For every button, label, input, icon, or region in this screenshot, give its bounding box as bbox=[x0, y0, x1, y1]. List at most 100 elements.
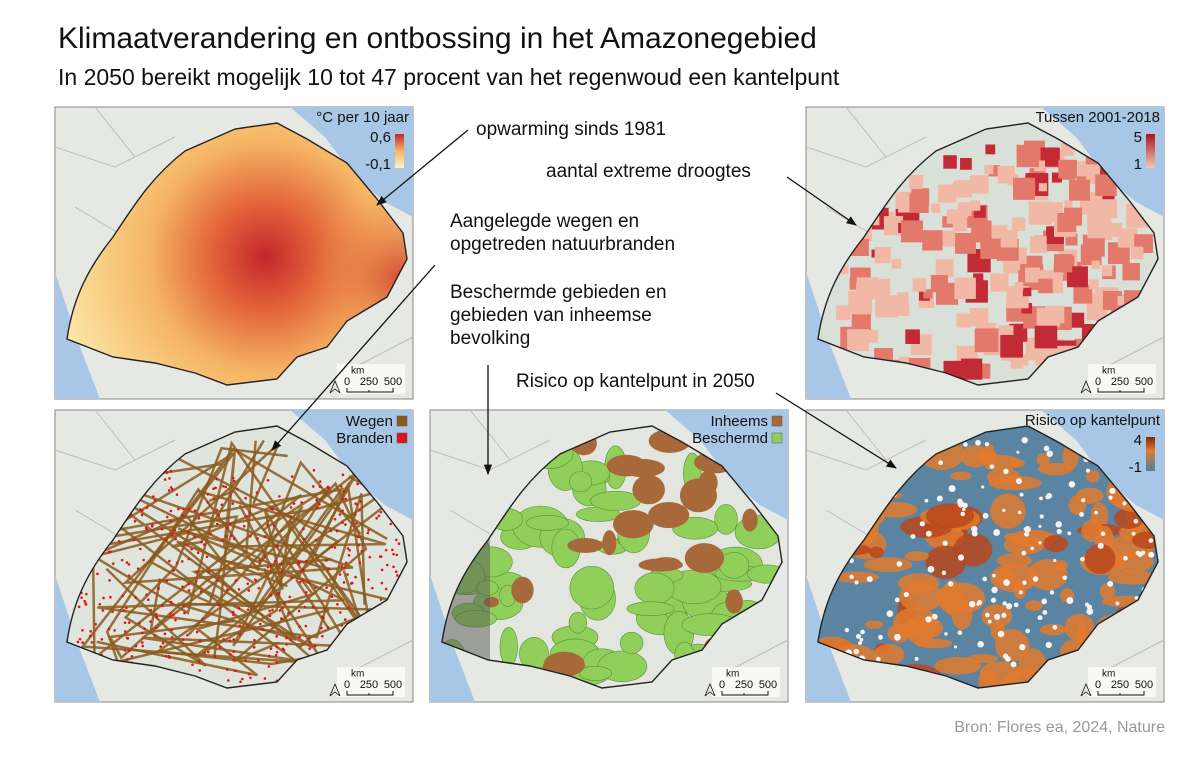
fire bbox=[284, 636, 288, 640]
fire bbox=[261, 628, 265, 631]
indigenous-area bbox=[648, 502, 690, 529]
scale-unit: km bbox=[351, 669, 364, 680]
fire bbox=[392, 565, 395, 569]
scale-line bbox=[346, 388, 394, 393]
drought-cell bbox=[970, 308, 989, 327]
no-data bbox=[1019, 643, 1026, 651]
fire bbox=[232, 638, 236, 641]
fire bbox=[338, 513, 342, 516]
map-panel: Tussen 2001-2018 5 1 km0 250 500 bbox=[805, 106, 1165, 400]
no-data bbox=[1032, 576, 1039, 582]
fire bbox=[198, 669, 202, 672]
protected-area bbox=[569, 471, 593, 493]
drought-cell bbox=[1000, 229, 1018, 248]
fire bbox=[241, 677, 244, 681]
fire bbox=[290, 576, 294, 580]
fire bbox=[177, 507, 180, 511]
fire bbox=[341, 497, 345, 500]
north-arrow bbox=[1080, 682, 1092, 697]
fire bbox=[298, 625, 301, 629]
fire bbox=[340, 624, 344, 627]
fire bbox=[275, 635, 278, 638]
fire bbox=[266, 523, 269, 527]
fire bbox=[234, 579, 238, 582]
no-data bbox=[1067, 531, 1072, 536]
scale-line bbox=[346, 691, 394, 696]
fire bbox=[120, 558, 124, 562]
no-data bbox=[1049, 590, 1055, 595]
fire bbox=[225, 588, 229, 592]
fire bbox=[85, 592, 88, 596]
fire bbox=[165, 579, 169, 583]
fire bbox=[359, 500, 363, 503]
no-data bbox=[982, 576, 988, 582]
fire bbox=[246, 608, 250, 612]
fire bbox=[353, 513, 357, 516]
risk-patch bbox=[1013, 579, 1027, 599]
scale-label: 0 bbox=[1095, 376, 1101, 388]
no-data bbox=[903, 591, 909, 598]
drought-cell bbox=[1016, 144, 1039, 168]
fire bbox=[187, 582, 191, 586]
drought-cell bbox=[1014, 281, 1024, 291]
fire bbox=[356, 482, 359, 486]
scale-unit: km bbox=[726, 669, 739, 680]
fire bbox=[280, 570, 283, 573]
fire bbox=[215, 508, 219, 512]
scale-label: 500 bbox=[1135, 376, 1153, 388]
arrow bbox=[786, 176, 857, 226]
fire bbox=[140, 509, 144, 512]
no-data bbox=[990, 597, 997, 603]
fire bbox=[298, 580, 302, 584]
no-data bbox=[1041, 598, 1048, 605]
drought-cell bbox=[954, 277, 976, 300]
fire bbox=[81, 629, 84, 632]
scale-label: 250 bbox=[360, 376, 378, 388]
fire bbox=[206, 492, 209, 496]
fire bbox=[322, 607, 326, 610]
fire bbox=[292, 502, 296, 505]
risk-patch bbox=[1043, 535, 1068, 553]
fire bbox=[248, 534, 252, 538]
fire bbox=[256, 537, 259, 540]
fire bbox=[326, 626, 330, 629]
fire bbox=[344, 497, 347, 501]
no-data bbox=[854, 580, 859, 585]
no-data bbox=[936, 495, 943, 502]
fire bbox=[338, 573, 342, 576]
no-data bbox=[1086, 468, 1090, 473]
risk-patch bbox=[1084, 543, 1116, 574]
fire bbox=[275, 650, 279, 654]
fire bbox=[320, 626, 323, 630]
fire bbox=[187, 589, 191, 592]
no-data bbox=[1003, 468, 1009, 475]
no-data bbox=[876, 656, 881, 662]
fire bbox=[168, 656, 171, 659]
drought-cell bbox=[895, 192, 911, 208]
fire bbox=[168, 559, 171, 563]
no-data bbox=[977, 640, 984, 648]
fire bbox=[214, 486, 217, 490]
fire bbox=[336, 603, 339, 606]
risk-patch bbox=[990, 493, 1026, 529]
fire bbox=[170, 628, 174, 632]
fire bbox=[150, 523, 154, 526]
fire bbox=[172, 569, 175, 572]
fire bbox=[391, 548, 394, 552]
indigenous-area bbox=[606, 454, 647, 477]
drought-cell bbox=[1013, 177, 1036, 200]
fire bbox=[137, 622, 141, 625]
no-data bbox=[947, 581, 954, 587]
fire bbox=[278, 609, 282, 612]
no-data bbox=[982, 512, 989, 519]
fire bbox=[165, 515, 169, 519]
fire bbox=[248, 672, 251, 676]
fire bbox=[380, 568, 384, 572]
fire bbox=[182, 604, 186, 608]
no-data bbox=[963, 442, 968, 447]
fire bbox=[226, 679, 230, 682]
fire bbox=[335, 529, 339, 533]
fire bbox=[297, 560, 301, 563]
road bbox=[105, 460, 362, 672]
fire bbox=[77, 605, 81, 609]
